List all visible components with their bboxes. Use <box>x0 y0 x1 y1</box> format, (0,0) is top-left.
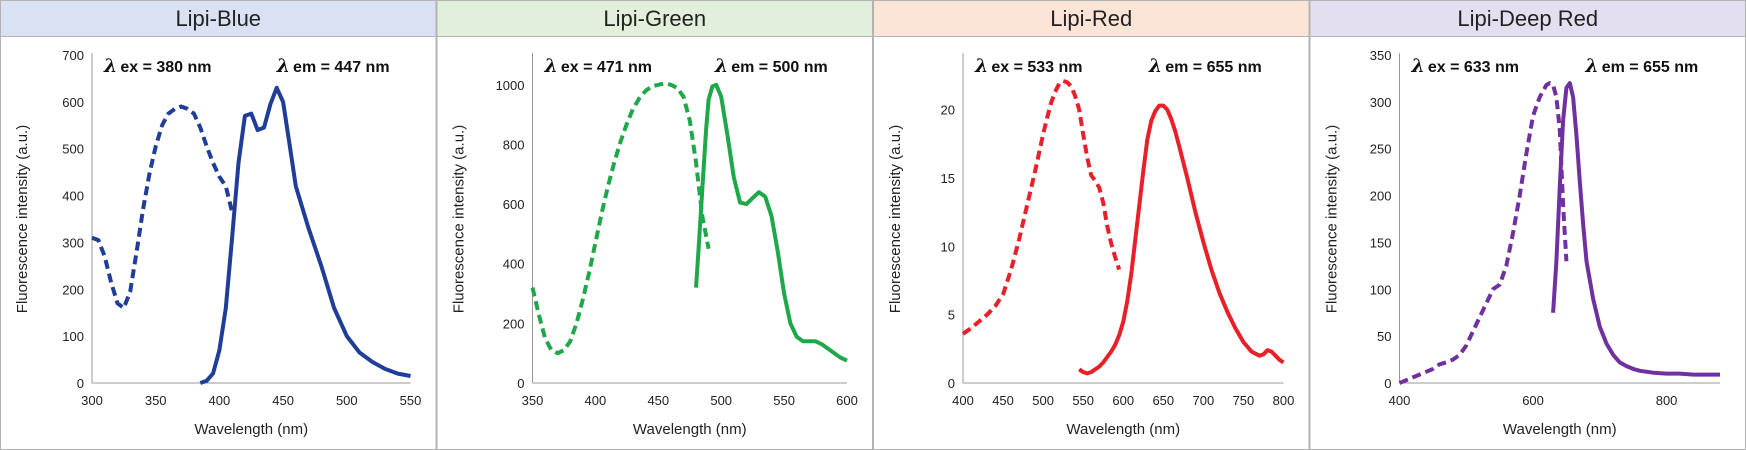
panel-2-x-tick-3: 500 <box>710 393 732 408</box>
panel-1-y-tick-6: 600 <box>62 95 84 110</box>
panel-3-title: Lipi-Red <box>1050 6 1132 31</box>
panel-4-x-tick-2: 800 <box>1656 393 1678 408</box>
panel-2-excitation-line <box>530 81 711 356</box>
panel-3-annotation-em: λ em = 655 nm <box>1148 55 1262 77</box>
panel-2-header <box>436 0 873 37</box>
panel-2-x-tick-2: 450 <box>647 393 669 408</box>
panel-3-y-tick-4: 20 <box>941 103 955 118</box>
panel-4-x-label: Wavelength (nm) <box>1503 421 1617 438</box>
panel-3-emission-line <box>1078 103 1285 376</box>
panel-4-header <box>1309 0 1746 37</box>
panel-1-y-tick-4: 400 <box>62 189 84 204</box>
panel-3-y-tick-2: 10 <box>941 239 955 254</box>
panel-2-title: Lipi-Green <box>603 6 706 31</box>
panel-3-header <box>873 0 1310 37</box>
panel-1-annotation-em: λ em = 447 nm <box>276 55 390 77</box>
panel-4-y-tick-5: 250 <box>1370 142 1392 157</box>
panel-2-annotation-em: λ em = 500 nm <box>714 55 828 77</box>
panel-1-y-tick-0: 0 <box>77 376 84 391</box>
panel-2-x-tick-0: 350 <box>522 393 544 408</box>
panel-1-emission-line <box>199 85 411 385</box>
panel-3-y-tick-1: 5 <box>948 308 955 323</box>
panel-3-x-tick-4: 600 <box>1112 393 1134 408</box>
panel-1-title: Lipi-Blue <box>175 6 261 31</box>
panel-3-y-tick-3: 15 <box>941 171 955 186</box>
panel-3-x-tick-2: 500 <box>1032 393 1054 408</box>
panel-2-y-tick-1: 200 <box>503 316 525 331</box>
panel-3-x-tick-1: 450 <box>992 393 1014 408</box>
panel-4-x-tick-1: 600 <box>1522 393 1544 408</box>
panel-3-excitation-line <box>961 79 1122 336</box>
panel-2-y-tick-2: 400 <box>503 257 525 272</box>
panel-4-y-tick-2: 100 <box>1370 282 1392 297</box>
panel-2-y-tick-4: 800 <box>503 137 525 152</box>
panel-1-y-tick-5: 500 <box>62 142 84 157</box>
panel-3-x-tick-3: 550 <box>1072 393 1094 408</box>
panel-2-annotation-ex: λ ex = 471 nm <box>544 55 653 77</box>
panel-1-annotation-ex: λ ex = 380 nm <box>103 55 212 77</box>
panel-1-x-tick-0: 300 <box>81 393 103 408</box>
panel-1-x-tick-3: 450 <box>272 393 294 408</box>
panel-1-x-tick-5: 550 <box>400 393 422 408</box>
panel-4-title: Lipi-Deep Red <box>1457 6 1598 31</box>
panel-2-x-label: Wavelength (nm) <box>633 421 747 438</box>
panel-1-y-tick-1: 100 <box>62 329 84 344</box>
panel-2-emission-line <box>694 82 848 363</box>
panel-4-y-tick-0: 0 <box>1384 376 1391 391</box>
panel-1-x-tick-2: 400 <box>209 393 231 408</box>
panel-2-y-tick-5: 1000 <box>496 78 525 93</box>
panel-4-y-tick-1: 50 <box>1377 329 1391 344</box>
panel-3-x-tick-7: 750 <box>1233 393 1255 408</box>
panel-1-y-label: Fluorescence intensity (a.u.) <box>14 125 31 313</box>
panel-1-header <box>0 0 437 37</box>
panel-2-x-tick-5: 600 <box>836 393 858 408</box>
panel-1-y-tick-3: 300 <box>62 235 84 250</box>
panel-4-annotation-em: λ em = 655 nm <box>1584 55 1698 77</box>
panel-4-y-tick-7: 350 <box>1370 48 1392 63</box>
panel-1-y-tick-2: 200 <box>62 282 84 297</box>
panel-3-annotation-ex: λ ex = 533 nm <box>974 55 1083 77</box>
panel-2-x-tick-4: 550 <box>773 393 795 408</box>
panel-3-x-label: Wavelength (nm) <box>1066 421 1180 438</box>
panel-4-annotation-ex: λ ex = 633 nm <box>1411 55 1520 77</box>
panel-3-x-tick-0: 400 <box>952 393 974 408</box>
panel-4-x-tick-0: 400 <box>1389 393 1411 408</box>
panel-2-y-tick-3: 600 <box>503 197 525 212</box>
panel-4-y-tick-6: 300 <box>1370 95 1392 110</box>
panel-1-x-tick-4: 500 <box>336 393 358 408</box>
panel-4-y-label: Fluorescence intensity (a.u.) <box>1324 125 1341 313</box>
panel-4-y-tick-4: 200 <box>1370 189 1392 204</box>
panel-2-frame <box>436 0 873 450</box>
panel-3-x-tick-8: 800 <box>1273 393 1295 408</box>
panel-4-emission-line <box>1551 81 1720 377</box>
panel-1-y-tick-7: 700 <box>62 48 84 63</box>
panel-2-y-label: Fluorescence intensity (a.u.) <box>451 125 468 313</box>
panel-1-x-label: Wavelength (nm) <box>194 421 308 438</box>
panel-3-frame <box>873 0 1310 450</box>
panel-3-y-label: Fluorescence intensity (a.u.) <box>887 125 904 313</box>
panel-3-x-tick-5: 650 <box>1152 393 1174 408</box>
panel-3-y-tick-0: 0 <box>948 376 955 391</box>
panel-2-x-tick-1: 400 <box>585 393 607 408</box>
panel-4-excitation-line <box>1398 81 1569 385</box>
panel-1-x-tick-1: 350 <box>145 393 167 408</box>
panel-1-excitation-line <box>91 104 235 310</box>
panel-2-y-tick-0: 0 <box>517 376 524 391</box>
panel-4-y-tick-3: 150 <box>1370 235 1392 250</box>
panel-1-frame <box>0 0 437 450</box>
panel-3-x-tick-6: 700 <box>1193 393 1215 408</box>
